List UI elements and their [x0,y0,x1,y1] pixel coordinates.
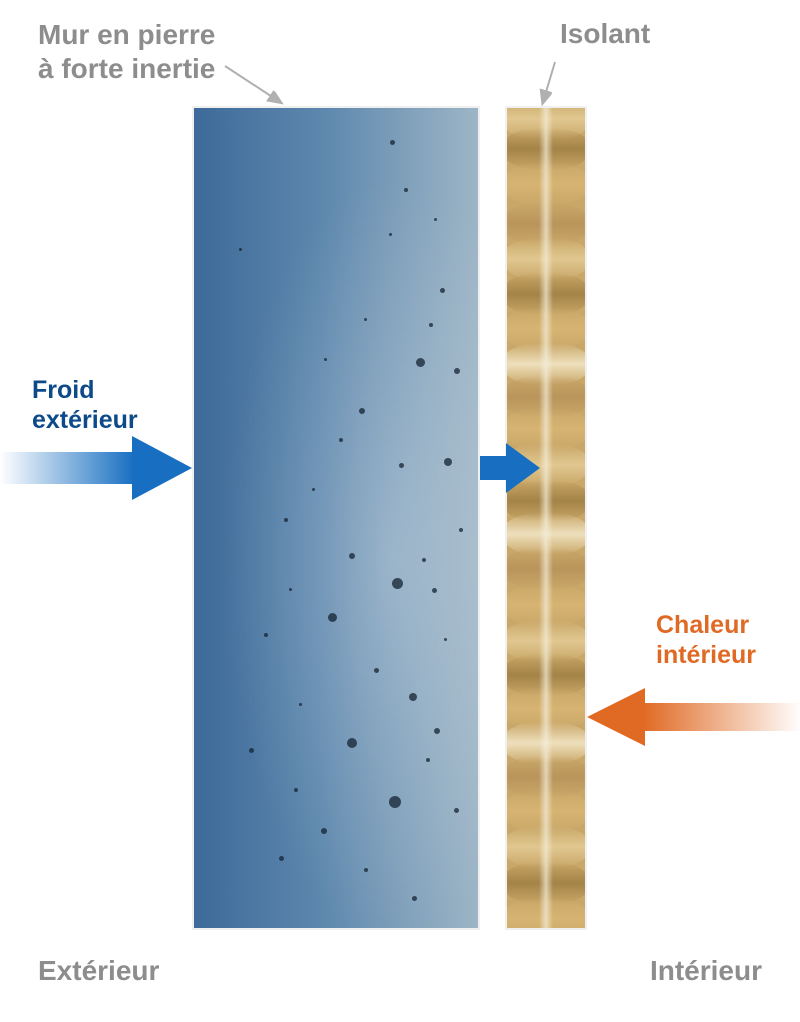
pointer-to-wall [225,66,280,102]
wall-pore [422,558,426,562]
wall-pore [432,588,437,593]
label-cold-line2: extérieur [32,406,138,434]
wall-pore [454,368,460,374]
wall-pore [239,248,242,251]
wall-pore [389,233,392,236]
wall-pore [444,638,447,641]
diagram-canvas: Mur en pierre à forte inertie Isolant Fr… [0,0,800,1022]
wall-pore [359,408,365,414]
wall-pore [339,438,343,442]
wall-pore [284,518,288,522]
wall-pore [429,323,433,327]
wall-pore [440,288,445,293]
wall-pore [364,868,368,872]
wall-pore [299,703,302,706]
wall-pore [389,796,401,808]
label-cold: Froid extérieur [32,375,138,435]
wall-pore [412,896,417,901]
wall-pore [392,578,403,589]
wall-pore [249,748,254,753]
wall-pore [349,553,355,559]
wall-pore [390,140,395,145]
arrow-cold-large-tail [0,452,134,484]
label-heat: Chaleur intérieur [656,610,756,670]
label-exterior: Extérieur [38,955,159,987]
label-heat-line1: Chaleur [656,611,749,639]
wall-pore [426,758,430,762]
wall-pore [434,218,437,221]
pointer-arrows [0,0,800,140]
label-cold-line1: Froid [32,376,95,404]
label-heat-line2: intérieur [656,641,756,669]
arrow-heat-head [587,688,645,746]
arrow-heat [587,688,800,746]
arrow-cold-small-head [506,443,540,493]
arrow-cold-small [480,443,542,493]
wall-pore [328,613,337,622]
wall-pore [374,668,379,673]
wall-pore [454,808,459,813]
label-interior: Intérieur [650,955,762,987]
wall-pore [459,528,463,532]
arrow-heat-tail [643,703,800,731]
wall-pore [324,358,327,361]
wall-pore [264,633,268,637]
wall-pore [444,458,452,466]
pointer-to-insulation [543,62,555,102]
wall-pore [347,738,357,748]
wall-pore [434,728,440,734]
wall-pore [279,856,284,861]
wall-pore [364,318,367,321]
wall-pore [409,693,417,701]
arrow-cold-small-tail [480,456,508,480]
wall-pore [294,788,298,792]
arrow-cold-large [0,436,195,500]
wall-pore [321,828,327,834]
wall-pore [312,488,315,491]
wall-pore [399,463,404,468]
wall-pore [404,188,408,192]
insulation-highlight [539,108,553,928]
wall-pore [416,358,425,367]
stone-wall-layer [192,106,480,930]
arrow-cold-large-head [132,436,192,500]
insulation-layer [505,106,587,930]
wall-pore [289,588,292,591]
